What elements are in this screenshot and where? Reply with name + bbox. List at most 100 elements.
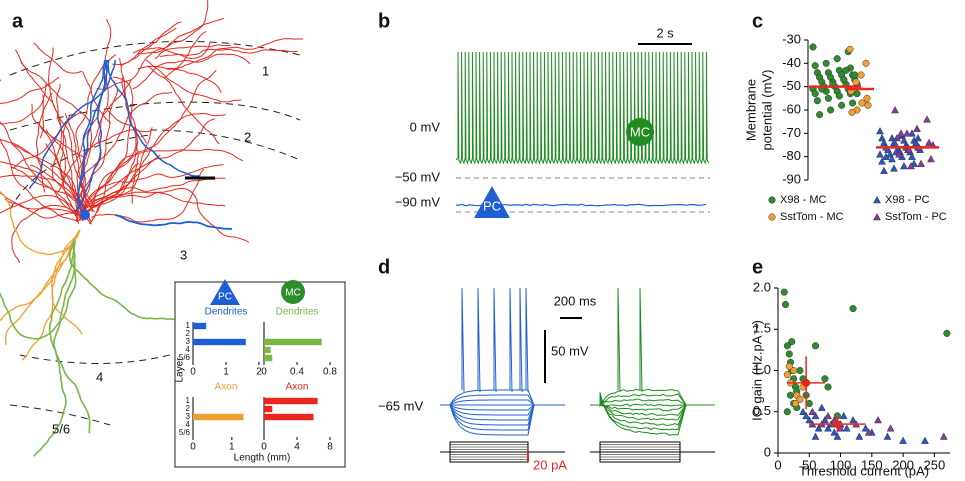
neurite: [0, 84, 46, 124]
traces-b: [456, 52, 710, 212]
boundary: [10, 41, 300, 75]
point: [786, 363, 793, 370]
y-axis-label: IO gain (Hz.pA⁻¹): [749, 320, 764, 421]
point: [915, 135, 922, 142]
x-tick-label: 0.4: [290, 367, 304, 378]
point: [881, 167, 888, 174]
neurite: [115, 215, 232, 229]
y-tick-label: 5/6: [179, 428, 191, 437]
trace: [590, 394, 715, 405]
point: [865, 102, 872, 109]
legend-label: X98 - MC: [780, 194, 827, 206]
point: [841, 76, 848, 83]
point: [884, 433, 891, 440]
bar: [264, 414, 314, 420]
bar: [264, 339, 322, 345]
layer-label: 1: [262, 63, 269, 78]
x-tick-label: 4: [294, 442, 300, 453]
trace: [440, 288, 565, 405]
point: [784, 371, 791, 378]
point: [843, 425, 850, 432]
layer-label: 5/6: [52, 421, 70, 436]
point: [856, 433, 863, 440]
y-tick-label: -50: [782, 78, 801, 93]
summary-point: [833, 420, 841, 428]
neurite: [94, 149, 243, 218]
panel-label: d: [378, 256, 390, 278]
point: [900, 437, 907, 444]
time-scale: 200 ms: [554, 293, 597, 308]
panel-label: b: [378, 10, 390, 32]
y-axis-label: Membrane: [743, 79, 758, 141]
point: [914, 125, 921, 132]
y-tick-label: -40: [782, 55, 801, 70]
y-axis-label: potential (mV): [759, 70, 774, 151]
boundary: [130, 102, 300, 120]
layer-label: 4: [96, 369, 103, 384]
x-tick-label: 8: [327, 442, 333, 453]
cell-label: PC: [218, 292, 232, 303]
point: [940, 433, 947, 440]
level-label: 0 mV: [410, 119, 441, 134]
time-scale: 2 s: [656, 25, 674, 40]
legend-label: SstTom - MC: [780, 211, 844, 223]
current-scale: 20 pA: [533, 457, 567, 472]
point: [928, 156, 935, 163]
bar: [264, 406, 272, 412]
layer-label: 2: [244, 129, 251, 144]
point: [854, 90, 861, 97]
point: [787, 392, 794, 399]
level-label: −90 mV: [395, 194, 440, 209]
neurite: [52, 230, 82, 334]
x-tick-label: 0.8: [323, 367, 337, 378]
summary-point: [802, 379, 810, 387]
point: [843, 67, 850, 74]
chart-title: Dendrites: [276, 307, 319, 318]
trace: [456, 52, 709, 163]
point: [812, 342, 819, 349]
point: [825, 95, 832, 102]
chart-title: Axon: [215, 382, 238, 393]
neurite: [0, 240, 76, 339]
panel-label: c: [752, 10, 763, 32]
point: [859, 100, 866, 107]
point: [847, 46, 854, 53]
point: [864, 95, 871, 102]
point: [816, 111, 823, 118]
traces-d: [440, 288, 715, 462]
point: [904, 130, 911, 137]
point: [853, 79, 860, 86]
point: [836, 93, 843, 100]
x-axis-label: Threshold current (pA): [799, 463, 929, 478]
inset-x-label: Length (mm): [234, 453, 291, 464]
boundary: [150, 130, 300, 160]
panel-label: a: [12, 10, 24, 32]
point: [781, 289, 788, 296]
point: [814, 97, 821, 104]
point: [827, 107, 834, 114]
rest-label: −65 mV: [378, 398, 423, 413]
x-tick-label: 0: [261, 442, 267, 453]
legend-label: X98 - PC: [885, 194, 930, 206]
point: [840, 412, 847, 419]
neurite: [108, 60, 199, 176]
y-tick-label: 0: [764, 444, 771, 459]
bar: [264, 355, 272, 361]
bar: [264, 398, 318, 404]
point: [834, 55, 841, 62]
y-tick-label: -80: [782, 148, 801, 163]
point: [812, 90, 819, 97]
legend-marker: [874, 197, 881, 204]
point: [877, 151, 884, 158]
trace: [590, 400, 715, 420]
point: [784, 408, 791, 415]
point: [792, 400, 799, 407]
voltage-scale: 50 mV: [551, 343, 589, 358]
bar: [193, 414, 243, 420]
point: [825, 412, 832, 419]
y-tick-label: -30: [782, 31, 801, 46]
point: [809, 408, 816, 415]
bar: [264, 347, 271, 353]
neurite: [133, 54, 250, 89]
point: [858, 72, 865, 79]
